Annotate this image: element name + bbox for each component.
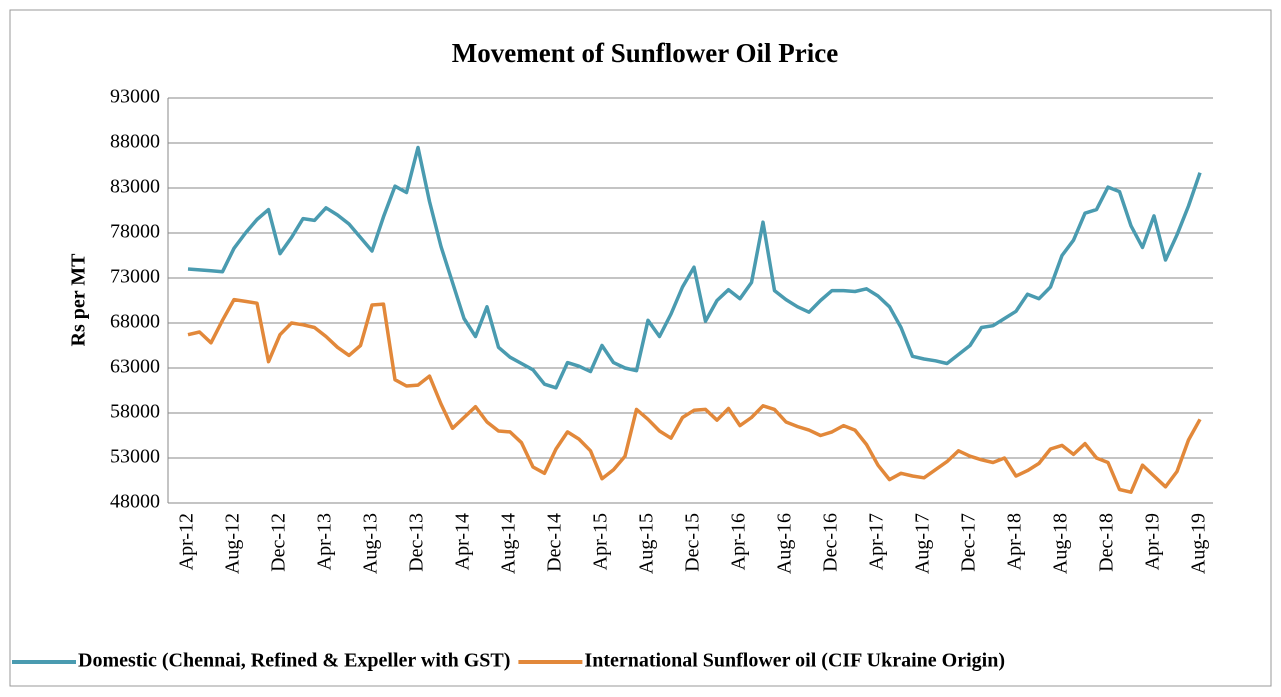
- x-tick-label: Apr-13: [314, 513, 336, 570]
- y-tick-label: 53000: [110, 446, 160, 468]
- x-tick-label: Aug-15: [636, 513, 658, 574]
- y-tick-label: 93000: [110, 86, 160, 108]
- x-tick-label: Dec-13: [406, 513, 428, 572]
- x-tick-label: Apr-14: [452, 513, 474, 570]
- x-tick-label: Dec-12: [268, 513, 290, 572]
- x-tick-label: Dec-14: [544, 513, 566, 572]
- x-tick-label: Dec-15: [682, 513, 704, 572]
- x-tick-label: Dec-16: [820, 513, 842, 572]
- x-tick-label: Aug-16: [774, 513, 796, 574]
- x-tick-label: Aug-14: [498, 513, 520, 574]
- legend-label: Domestic (Chennai, Refined & Expeller wi…: [78, 650, 510, 672]
- y-tick-label: 58000: [110, 401, 160, 423]
- y-tick-label: 88000: [110, 131, 160, 153]
- x-tick-label: Apr-16: [728, 513, 750, 570]
- x-tick-label: Aug-18: [1050, 513, 1072, 574]
- y-axis-label: Rs per MT: [68, 253, 90, 347]
- series-line: [187, 145, 1202, 390]
- legend-label: International Sunflower oil (CIF Ukraine…: [584, 650, 1005, 672]
- x-tick-label: Apr-12: [176, 513, 198, 570]
- y-tick-label: 48000: [110, 491, 160, 513]
- y-tick-label: 78000: [110, 221, 160, 243]
- series-line: [187, 297, 1202, 494]
- x-tick-label: Aug-17: [912, 513, 934, 574]
- y-tick-label: 63000: [110, 356, 160, 378]
- x-tick-label: Dec-17: [958, 513, 980, 572]
- x-tick-label: Dec-18: [1096, 513, 1118, 572]
- x-tick-label: Apr-19: [1142, 513, 1164, 570]
- x-tick-label: Apr-17: [866, 513, 888, 570]
- y-tick-label: 73000: [110, 266, 160, 288]
- y-tick-label: 68000: [110, 311, 160, 333]
- x-tick-label: Aug-12: [222, 513, 244, 574]
- x-tick-label: Aug-19: [1188, 513, 1210, 574]
- chart-title: Movement of Sunflower Oil Price: [452, 38, 838, 68]
- x-tick-label: Apr-18: [1004, 513, 1026, 570]
- x-tick-label: Aug-13: [360, 513, 382, 574]
- y-tick-label: 83000: [110, 176, 160, 198]
- x-tick-label: Apr-15: [590, 513, 612, 570]
